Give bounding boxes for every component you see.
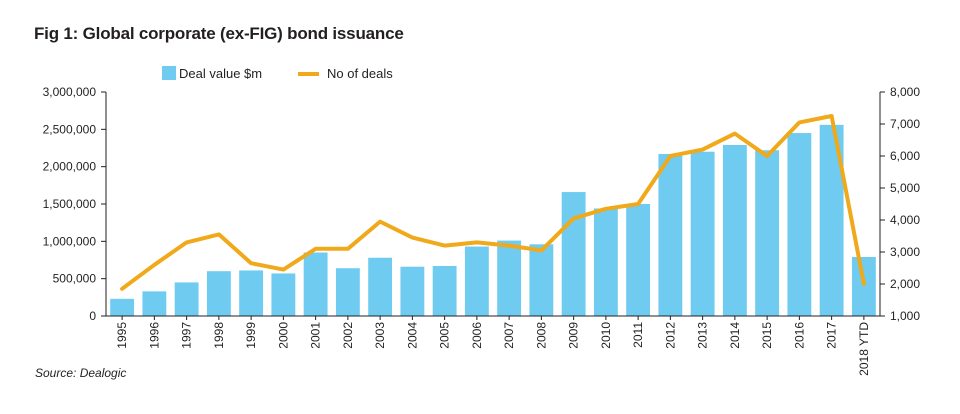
left-tick-label: 2,000,000 (43, 160, 97, 174)
bar-2016 (787, 133, 812, 316)
x-tick-label: 2002 (341, 322, 355, 349)
bar-2000 (271, 273, 296, 316)
right-tick-label: 3,000 (890, 245, 920, 259)
deals-line (120, 114, 866, 291)
right-axis-ticks: 8,000 7,000 6,000 5,000 4,000 3,000 2,000 1,000 (880, 85, 920, 323)
x-tick-label: 2009 (567, 322, 581, 349)
right-tick-label: 2,000 (890, 277, 920, 291)
legend-bar-label: Deal value $m (179, 66, 262, 81)
right-tick-label: 8,000 (890, 85, 920, 99)
x-tick-label: 2010 (599, 322, 613, 349)
x-tick-label: 2018 YTD (857, 322, 871, 376)
x-tick-label: 2013 (696, 322, 710, 349)
bar-2003 (368, 257, 393, 316)
left-axis-ticks: 3,000,000 2,500,000 2,000,000 1,500,000 1,00… (43, 85, 106, 323)
bar-2012 (658, 153, 683, 316)
x-tick-label: 1997 (180, 322, 194, 349)
bar-2018-ytd (851, 257, 876, 316)
bar-1995 (110, 298, 135, 316)
x-tick-label: 2011 (631, 322, 645, 348)
x-tick-label: 2007 (502, 322, 516, 349)
legend: Deal value $m No of deals (162, 66, 393, 81)
x-tick-label: 2012 (663, 322, 677, 349)
x-tick-label: 2000 (276, 322, 290, 349)
right-tick-label: 1,000 (890, 309, 920, 323)
x-tick-label: 1995 (115, 322, 129, 349)
right-tick-label: 7,000 (890, 117, 920, 131)
x-axis-ticks: 1995 1996 1997 1998 1999 2000 2001 2002 2003 2004… (115, 316, 871, 376)
right-tick-label: 6,000 (890, 149, 920, 163)
x-tick-label: 2004 (405, 322, 419, 349)
x-tick-label: 2001 (309, 322, 323, 349)
x-tick-label: 2017 (825, 322, 839, 349)
bar-2017 (819, 124, 844, 316)
bar-2002 (335, 268, 360, 316)
bar-2009 (561, 192, 586, 316)
x-tick-label: 2014 (728, 322, 742, 349)
bar-series (110, 124, 876, 316)
left-tick-label: 2,500,000 (43, 122, 97, 136)
bar-2001 (303, 252, 328, 316)
bar-2007 (497, 240, 522, 316)
bar-1998 (206, 271, 231, 316)
left-tick-label: 3,000,000 (43, 85, 97, 99)
x-tick-label: 1998 (212, 322, 226, 349)
x-tick-label: 2016 (792, 322, 806, 349)
bar-2013 (690, 151, 715, 316)
x-tick-label: 1996 (147, 322, 161, 349)
x-tick-label: 2005 (438, 322, 452, 349)
x-tick-label: 2015 (760, 322, 774, 349)
x-tick-label: 2008 (534, 322, 548, 349)
left-tick-label: 0 (89, 309, 96, 323)
x-tick-label: 2003 (373, 322, 387, 349)
bar-2004 (400, 266, 425, 316)
bar-2005 (432, 265, 457, 316)
bar-2008 (529, 244, 554, 316)
chart-title: Fig 1: Global corporate (ex-FIG) bond is… (34, 24, 404, 43)
left-tick-label: 500,000 (53, 272, 97, 286)
source-note: Source: Dealogic (35, 366, 127, 380)
bar-1996 (142, 291, 167, 316)
x-tick-label: 2006 (470, 322, 484, 349)
bar-1997 (174, 282, 199, 316)
right-tick-label: 4,000 (890, 213, 920, 227)
x-tick-label: 1999 (244, 322, 258, 349)
bar-2014 (722, 145, 747, 316)
left-tick-label: 1,500,000 (43, 197, 97, 211)
bar-2011 (626, 204, 651, 316)
left-tick-label: 1,000,000 (43, 234, 97, 248)
legend-line-label: No of deals (327, 66, 393, 81)
bar-2015 (755, 150, 780, 316)
bar-1999 (239, 270, 264, 316)
bar-2010 (593, 208, 618, 316)
right-tick-label: 5,000 (890, 181, 920, 195)
bar-2006 (464, 246, 489, 316)
legend-bar-swatch (162, 66, 176, 80)
